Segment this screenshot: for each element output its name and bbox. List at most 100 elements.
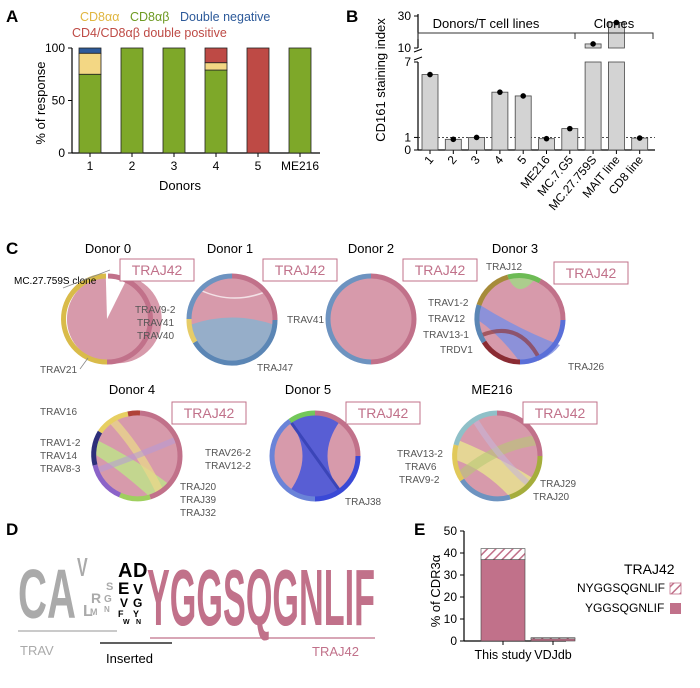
legend-title-e: TRAJ42 <box>624 561 675 577</box>
data-point <box>567 125 573 132</box>
bar-nyggsq <box>480 548 526 560</box>
y-tick-label: 0 <box>404 143 411 157</box>
chord-title: Donor 5 <box>285 382 331 397</box>
gene-label: TRAJ39 <box>180 495 217 506</box>
data-point <box>613 19 620 26</box>
arc-traj42 <box>496 410 543 457</box>
gene-label: TRAJ20 <box>180 482 217 493</box>
ylabel-e: % of CDR3α <box>428 554 443 627</box>
chord-donor-5: Donor 5 TRAJ42 TRAV26-2 TRAV12-2 TRAJ38 <box>205 382 421 508</box>
logo-inserted: A D E V V G F Y W N <box>118 560 147 626</box>
legend-cd8aa: CD8αα <box>80 10 119 24</box>
axis-break <box>413 48 423 53</box>
panel-a: CD8αα CD8αβ Double negative CD4/CD8αβ do… <box>33 10 320 193</box>
bar-segment <box>204 47 228 64</box>
svg-text:G: G <box>133 596 142 610</box>
traj42-label: TRAJ42 <box>184 405 235 421</box>
bar-segment <box>78 73 102 154</box>
traj42-box <box>171 401 247 425</box>
svg-text:A: A <box>118 560 132 582</box>
gene-label: TRAV9-2 <box>399 475 440 486</box>
bracket-clones <box>574 32 654 39</box>
legend-double-positive: CD4/CD8αβ double positive <box>72 26 227 40</box>
gene-label: TRAV14 <box>40 451 77 462</box>
panel-label-d: D <box>6 520 18 539</box>
svg-text:V: V <box>77 553 88 582</box>
arc-trav13-1 <box>474 304 487 344</box>
chord-donor-0: Donor 0 TRAJ42 MC.27.759S clone TRAV21 <box>14 241 195 376</box>
y-tick-label: 1 <box>404 130 411 144</box>
x-tick-label: 4 <box>213 159 220 173</box>
arc-trdv1 <box>481 340 521 365</box>
x-tick-label: 4 <box>491 153 506 167</box>
xlabel-a: Donors <box>159 178 201 193</box>
chord-me216: ME216 TRAJ42 TRAV13-2 TRAV6 TRAV9-2 TRAJ… <box>397 382 598 503</box>
gene-label: TRAV1-2 <box>40 438 81 449</box>
logo-prefix: CA <box>18 555 76 633</box>
gene-label: TRAV1-2 <box>428 298 469 309</box>
bar <box>421 74 439 151</box>
gene-label: TRAV9-2 <box>135 305 176 316</box>
svg-text:D: D <box>133 560 147 582</box>
y-tick-label: 10 <box>398 41 412 55</box>
gene-label: TRAV41 <box>287 315 324 326</box>
panel-label-c: C <box>6 239 18 258</box>
gene-label: TRAV13-2 <box>397 449 443 460</box>
traj42-label: TRAJ42 <box>275 262 326 278</box>
bar-segment <box>288 47 312 154</box>
bar-nyggsq <box>530 637 576 640</box>
arc-traj42 <box>370 273 417 365</box>
gene-label: TRAV16 <box>40 407 77 418</box>
gene-label: TRAV8-3 <box>40 464 81 475</box>
data-point <box>636 135 643 141</box>
svg-text:V: V <box>133 581 143 598</box>
arc-trav1-2 <box>476 274 509 306</box>
traj42-box <box>262 258 338 282</box>
svg-text:M: M <box>90 607 98 617</box>
legend-cd8ab: CD8αβ <box>130 10 169 24</box>
bar-segment <box>78 47 102 54</box>
legend-nyggsq: NYGGSQGNLIF <box>577 581 665 595</box>
y-tick-label: 100 <box>45 41 65 55</box>
x-tick-label: 1 <box>421 153 436 167</box>
x-tick-label: 1 <box>87 159 94 173</box>
data-point <box>473 134 480 141</box>
x-tick-label: 2 <box>445 153 460 167</box>
traj42-label: TRAJ42 <box>535 405 586 421</box>
x-tick-label: 2 <box>129 159 136 173</box>
bar-segment <box>204 62 228 71</box>
bracket-donors <box>417 32 576 39</box>
data-point <box>520 93 526 99</box>
chord-title: Donor 4 <box>109 382 155 397</box>
gene-label: TRAV6 <box>405 462 437 473</box>
arc-traj38 <box>314 455 361 502</box>
panel-label-b: B <box>346 7 358 26</box>
chord-donor-3: Donor 3 TRAJ42 TRAJ12 TRAV1-2 TRAV12 TRA… <box>423 241 629 373</box>
legend-swatch-nyggsq <box>669 582 682 595</box>
clone-label: MC.27.759S clone <box>14 276 97 287</box>
arc-traj42 <box>231 273 278 321</box>
arc-traj42 <box>314 410 361 457</box>
arc-trav40 <box>186 318 198 344</box>
y-tick-label: 30 <box>398 9 412 23</box>
panel-label-a: A <box>6 7 18 26</box>
bar <box>584 61 602 151</box>
svg-text:V: V <box>120 596 128 610</box>
chord-ribbon <box>456 440 536 497</box>
logo-motif: YGGSQGNLIF <box>147 553 375 642</box>
svg-text:E: E <box>118 579 129 598</box>
gene-label: TRAV41 <box>137 318 174 329</box>
bar <box>608 61 625 151</box>
bars-b <box>421 19 649 151</box>
gene-label: TRAV13-1 <box>423 330 469 341</box>
x-tick-label: 5 <box>514 153 529 167</box>
gene-label: TRAJ20 <box>533 492 570 503</box>
gene-label: TRAJ38 <box>345 497 382 508</box>
gene-label: TRAV40 <box>137 331 174 342</box>
y-tick-label: 40 <box>444 546 458 560</box>
svg-text:G: G <box>104 594 112 605</box>
svg-text:R: R <box>91 590 101 606</box>
arc-traj26 <box>519 319 566 365</box>
arc-trav41 <box>325 273 372 365</box>
